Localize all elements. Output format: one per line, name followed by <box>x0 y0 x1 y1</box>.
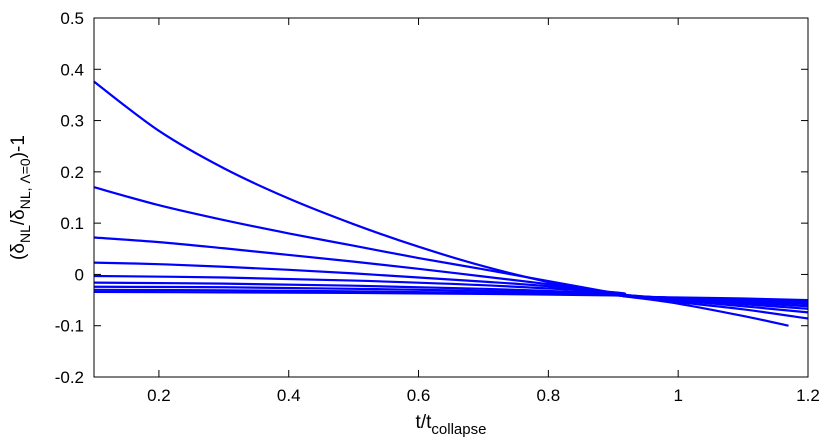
x-tick-label: 1.2 <box>796 386 820 405</box>
y-tick-label: -0.1 <box>55 317 84 336</box>
y-tick-label: -0.2 <box>55 368 84 387</box>
series-line-1 <box>93 80 789 327</box>
y-tick-label: 0.1 <box>60 214 84 233</box>
x-tick-label: 0.4 <box>277 386 301 405</box>
x-tick-label: 0.6 <box>407 386 431 405</box>
series-line-9 <box>93 290 809 302</box>
ticks-group <box>94 17 809 378</box>
x-axis-label: t/tcollapse <box>416 412 487 438</box>
y-tick-label: 0.3 <box>60 112 84 131</box>
series-line-5 <box>93 274 809 308</box>
x-tick-label: 0.2 <box>147 386 171 405</box>
y-axis-label-sub1: NL <box>17 225 33 243</box>
y-tick-label: 0.2 <box>60 163 84 182</box>
series-group <box>93 80 809 327</box>
series-line-2 <box>93 186 809 320</box>
y-axis-label-close: )-1 <box>8 135 29 158</box>
series-line-4 <box>93 261 809 310</box>
y-axis-label-sub2: NL, Λ=0 <box>17 158 33 209</box>
x-tick-labels: 0.2 0.4 0.6 0.8 1 1.2 <box>147 386 820 405</box>
y-axis-label: (δNL/δNL, Λ=0)-1 <box>8 135 33 260</box>
y-tick-label: 0 <box>75 265 84 284</box>
x-tick-label: 1 <box>673 386 682 405</box>
plot-frame <box>93 17 809 378</box>
y-axis-label-mid: /δ <box>8 209 29 225</box>
x-axis-label-main: t/t <box>416 412 433 433</box>
y-axis-label-open: (δ <box>8 243 29 260</box>
x-tick-label: 0.8 <box>537 386 561 405</box>
y-tick-label: 0.5 <box>60 9 84 28</box>
y-tick-label: 0.4 <box>60 60 84 79</box>
x-axis-label-subscript: collapse <box>431 421 486 438</box>
y-tick-labels: -0.2 -0.1 0 0.1 0.2 0.3 0.4 0.5 <box>55 9 84 387</box>
